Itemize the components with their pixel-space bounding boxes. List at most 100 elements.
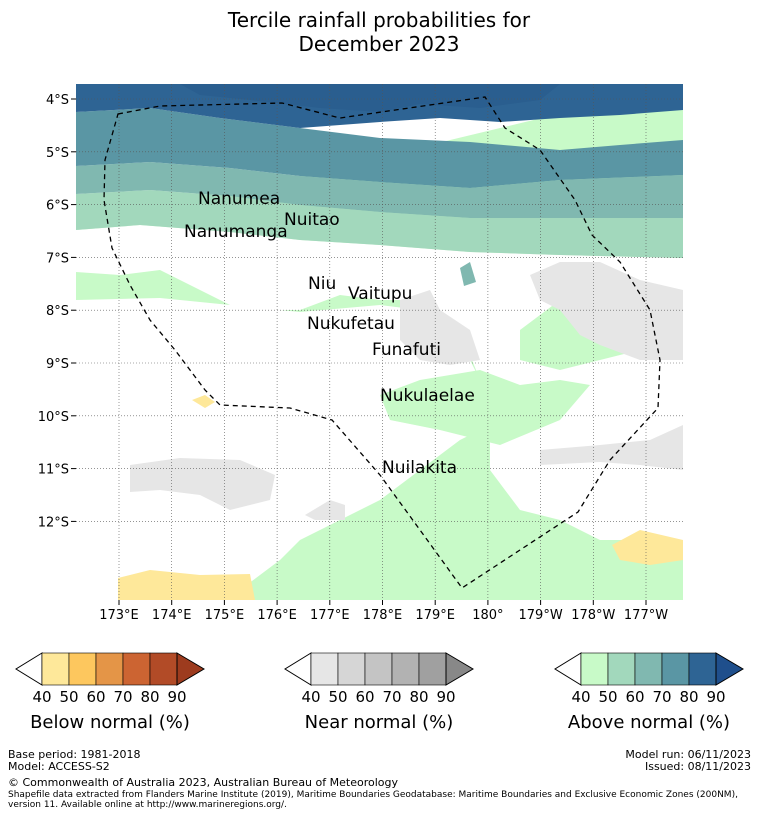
colorbar-above-label: Above normal (%) [567,712,731,733]
colorbar-segment [418,652,447,686]
near-40-west [130,458,275,510]
below-40-west [192,395,215,408]
island-niu: Niu [308,274,336,294]
island-nukufetau: Nukufetau [307,314,395,334]
colorbar-tick-label: 50 [598,688,617,706]
near-40-east [530,262,683,360]
lat-label: 10°S [38,410,69,425]
colorbar-tick-label: 60 [625,688,644,706]
above-40-mid [380,370,590,445]
colorbar-tick-label: 90 [436,688,455,706]
colorbar-segment [661,652,690,686]
neutral-region [76,298,500,600]
colorbar-tick-label: 50 [59,688,78,706]
colorbar-segment [364,652,393,686]
colorbar-tick-label: 80 [140,688,159,706]
colorbar-segment [391,652,420,686]
white-hole-1 [195,248,220,275]
below-40-se [612,530,683,565]
lon-label: 173°E [99,608,139,623]
colorbar-segment [68,652,97,686]
shapefile-credit: Shapefile data extracted from Flanders M… [8,790,758,810]
island-nanumanga: Nanumanga [184,222,288,242]
colorbar-below: 40 50 60 70 80 90 [15,652,205,706]
title-line-1: Tercile rainfall probabilities for [227,8,531,32]
colorbar-tick-label: 70 [382,688,401,706]
colorbar-segment [337,652,366,686]
probability-field [76,84,683,600]
colorbar-segment [580,652,609,686]
island-nuilakita: Nuilakita [382,458,457,478]
colorbar-over-triangle [715,652,744,686]
lat-label: 12°S [38,515,69,530]
copyright: © Commonwealth of Australia 2023, Austra… [8,776,398,789]
gridlines [76,84,683,600]
map-title: Tercile rainfall probabilities for Decem… [0,8,758,56]
above-40-south [305,510,600,600]
below-40-south [118,570,255,600]
lat-label: 6°S [46,199,69,214]
near-40-center [400,290,480,365]
footer-right: Model run: 06/11/2023 Issued: 08/11/2023 [625,749,751,773]
axes: 4°S 5°S 6°S 7°S 8°S 9°S 10°S 11°S 12°S 173°E 174°E… [38,93,669,623]
colorbar-over-triangle [176,652,205,686]
above-70-area [76,108,683,188]
lon-label: 176°E [257,608,297,623]
lon-label: 177°W [624,608,668,623]
above-60-area [76,162,683,218]
lon-label: 174°E [152,608,192,623]
model-run: Model run: 06/11/2023 [625,748,751,761]
small-teal-patch [460,262,476,286]
shapefile-line-1: Shapefile data extracted from Flanders M… [8,790,738,800]
shapefile-line-2: version 11. Available online at http://w… [8,800,287,810]
colorbar-above: 40 50 60 70 80 90 [554,652,744,706]
colorbar-tick-label: 70 [652,688,671,706]
above-50-area [76,190,683,258]
lon-label: 178°W [571,608,615,623]
lon-label: 175°E [205,608,245,623]
lat-label: 9°S [46,357,69,372]
island-vaitupu: Vaitupu [348,284,412,304]
colorbar-segment [149,652,178,686]
colorbar-tick-label: 80 [409,688,428,706]
lon-label: 179°E [415,608,455,623]
lon-label: 177°E [310,608,350,623]
colorbar-segment [95,652,124,686]
colorbar-tick-label: 70 [113,688,132,706]
issued-date: Issued: 08/11/2023 [644,760,751,773]
colorbar-under-triangle [284,652,312,686]
colorbar-over-triangle [445,652,474,686]
base-period: Base period: 1981-2018 [8,748,141,761]
colorbar-tick-label: 90 [706,688,725,706]
colorbar-tick-label: 80 [679,688,698,706]
near-40-se [540,425,683,470]
colorbar-near: 40 50 60 70 80 90 [284,652,474,706]
lat-label: 7°S [46,251,69,266]
colorbar-segment [41,652,70,686]
lat-label: 4°S [46,93,69,108]
island-nukulaelae: Nukulaelae [380,386,475,406]
colorbar-tick-label: 40 [571,688,590,706]
lat-label: 5°S [46,146,69,161]
colorbar-segment [122,652,151,686]
footer-left: Base period: 1981-2018 Model: ACCESS-S2 … [8,749,398,789]
colorbar-segment [310,652,339,686]
island-funafuti: Funafuti [372,340,441,360]
colorbar-tick-label: 60 [355,688,374,706]
colorbar-under-triangle [554,652,582,686]
colorbar-under-triangle [15,652,43,686]
model-name: Model: ACCESS-S2 [8,760,110,773]
colorbar-tick-label: 40 [301,688,320,706]
lat-label: 11°S [38,463,69,478]
lon-label: 178°E [363,608,403,623]
title-line-2: December 2023 [298,32,460,56]
lon-label: 180° [472,608,503,623]
colorbar-tick-label: 50 [328,688,347,706]
island-labels: Nanumea Nuitao Nanumanga Niu Vaitupu Nuk… [184,189,475,478]
colorbar-tick-label: 90 [167,688,186,706]
near-40-south [305,500,345,520]
eez-boundary [103,96,661,589]
lon-label: 179°W [519,608,563,623]
island-nanumea: Nanumea [198,189,280,209]
